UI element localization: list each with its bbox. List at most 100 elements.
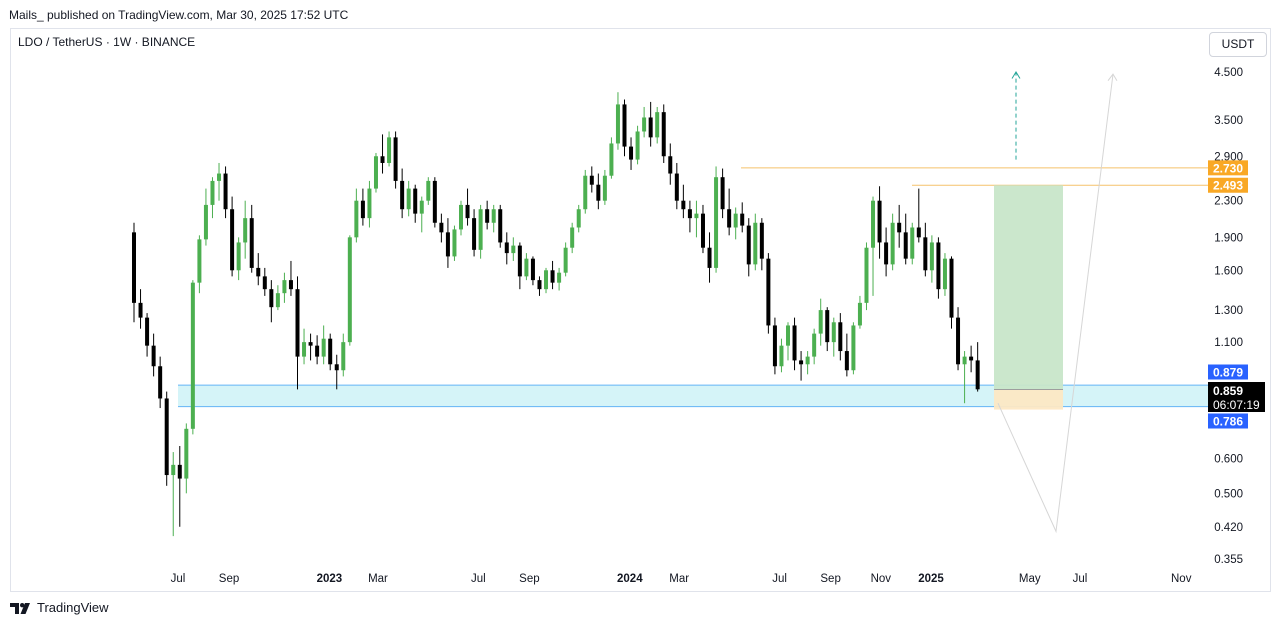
candle-body bbox=[426, 180, 431, 201]
candle-body bbox=[544, 270, 549, 290]
candle-body bbox=[295, 289, 300, 357]
candle-body bbox=[537, 280, 542, 290]
candle-body bbox=[393, 137, 398, 181]
candle-body bbox=[838, 322, 843, 352]
price-label-bg bbox=[1208, 160, 1248, 176]
candle-body bbox=[380, 156, 385, 163]
candle-body bbox=[923, 237, 928, 271]
time-tick-label: Nov bbox=[871, 573, 892, 585]
candle-body bbox=[465, 204, 470, 219]
candle-body bbox=[236, 242, 241, 271]
candle-body bbox=[759, 222, 764, 259]
support-zone bbox=[178, 385, 1208, 407]
candle-body bbox=[936, 242, 941, 290]
candle-body bbox=[328, 338, 333, 365]
candle-body bbox=[269, 289, 274, 308]
time-tick-label: Sep bbox=[219, 573, 239, 585]
candle-body bbox=[563, 247, 568, 273]
candle-body bbox=[217, 173, 222, 181]
candle-body bbox=[602, 175, 607, 201]
candle-body bbox=[530, 258, 535, 281]
candle-body bbox=[288, 280, 293, 290]
candle-body bbox=[354, 200, 359, 238]
candle-body bbox=[720, 177, 725, 210]
price-tick-label: 0.600 bbox=[1214, 453, 1243, 465]
candle-body bbox=[857, 302, 862, 326]
candle-body bbox=[132, 232, 136, 303]
candle-body bbox=[615, 104, 620, 144]
candle-body bbox=[302, 342, 307, 357]
projection-arrowhead bbox=[1107, 73, 1118, 82]
candle-body bbox=[190, 282, 195, 429]
candle-body bbox=[570, 227, 575, 248]
candle-body bbox=[472, 218, 477, 250]
long-target-zone bbox=[994, 185, 1063, 390]
candle-body bbox=[308, 342, 313, 346]
candle-body bbox=[249, 218, 254, 268]
bar-countdown-label: 06:07:19 bbox=[1213, 398, 1260, 412]
candle-body bbox=[367, 188, 372, 219]
candle-body bbox=[975, 360, 980, 390]
candle-body bbox=[459, 204, 463, 230]
price-label-bg bbox=[1208, 413, 1248, 429]
candle-body bbox=[668, 156, 673, 174]
price-label: 0.879 bbox=[1213, 366, 1243, 380]
candle-body bbox=[622, 104, 627, 147]
candle-body bbox=[792, 325, 797, 361]
candle-body bbox=[158, 366, 163, 399]
candle-body bbox=[812, 333, 817, 357]
price-tick-label: 0.500 bbox=[1214, 488, 1243, 500]
candle-body bbox=[661, 112, 666, 157]
candle-body bbox=[942, 258, 947, 290]
candle-body bbox=[648, 117, 653, 138]
currency-button[interactable]: USDT bbox=[1209, 32, 1267, 57]
long-stop-zone bbox=[994, 389, 1063, 410]
candle-body bbox=[524, 258, 529, 277]
candle-body bbox=[419, 200, 424, 214]
candle-body bbox=[387, 137, 392, 163]
candle-body bbox=[707, 247, 712, 268]
candle-body bbox=[373, 156, 378, 189]
price-tick-label: 1.300 bbox=[1214, 305, 1243, 317]
candle-body bbox=[772, 325, 777, 367]
candles-layer bbox=[132, 92, 980, 537]
price-tick-label: 3.500 bbox=[1214, 115, 1243, 127]
candle-body bbox=[341, 342, 346, 371]
candle-body bbox=[655, 112, 660, 138]
candle-body bbox=[864, 247, 869, 303]
candle-body bbox=[962, 356, 967, 365]
candle-body bbox=[203, 204, 208, 240]
time-tick-label: 2024 bbox=[617, 573, 643, 585]
time-tick-label: Nov bbox=[1171, 573, 1192, 585]
time-tick-label: Sep bbox=[820, 573, 840, 585]
candle-body bbox=[890, 222, 895, 265]
candle-body bbox=[511, 245, 516, 254]
candle-body bbox=[687, 209, 692, 219]
time-tick-label: Jul bbox=[471, 573, 486, 585]
chart-frame bbox=[10, 28, 1271, 592]
candle-body bbox=[642, 117, 647, 132]
tradingview-logo[interactable]: TradingView bbox=[10, 600, 109, 615]
publish-info: Mails_ published on TradingView.com, Mar… bbox=[9, 8, 349, 22]
candle-body bbox=[884, 242, 889, 265]
price-label: 2.730 bbox=[1213, 161, 1243, 175]
candle-body bbox=[478, 209, 483, 250]
candle-body bbox=[844, 351, 849, 371]
brand-label: TradingView bbox=[37, 600, 109, 615]
candle-body bbox=[949, 258, 954, 318]
candle-body bbox=[445, 232, 450, 257]
candle-body bbox=[275, 293, 280, 308]
candle-body bbox=[609, 143, 614, 176]
time-axis: Jul Sep 2023 Mar Jul Sep 2024 Mar Jul Sep Nov 2025 M… bbox=[171, 573, 1192, 585]
price-tick-label: 2.900 bbox=[1214, 151, 1243, 163]
candle-body bbox=[262, 276, 267, 290]
candle-body bbox=[799, 360, 804, 365]
price-tick-label: 1.600 bbox=[1214, 265, 1243, 277]
price-tick-label: 1.100 bbox=[1214, 337, 1243, 349]
price-label-bg bbox=[1208, 364, 1248, 380]
candle-body bbox=[969, 356, 974, 361]
candle-body bbox=[740, 213, 745, 226]
tradingview-icon bbox=[10, 602, 30, 614]
candle-body bbox=[818, 310, 823, 334]
